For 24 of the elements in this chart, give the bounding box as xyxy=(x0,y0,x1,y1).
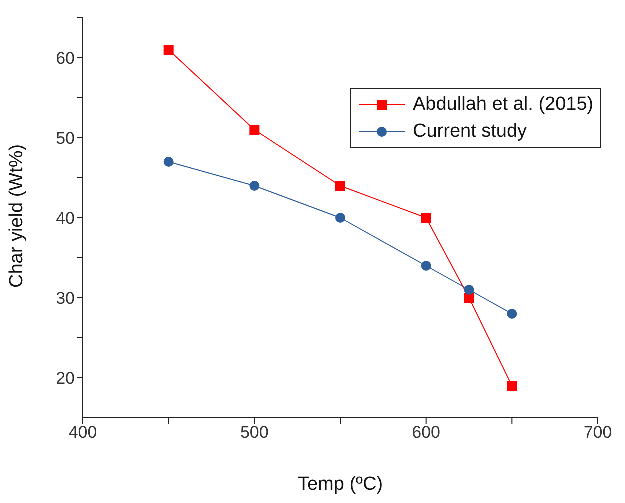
y-tick-label: 60 xyxy=(56,49,75,68)
x-axis-title: Temp (ºC) xyxy=(298,474,384,495)
point xyxy=(336,181,346,191)
point xyxy=(421,213,432,223)
point xyxy=(164,45,174,55)
legend-label: Current study xyxy=(413,120,528,144)
point xyxy=(164,157,174,167)
point xyxy=(250,125,260,135)
legend-label: Abdullah et al. (2015) xyxy=(413,93,594,117)
y-tick-label: 40 xyxy=(56,209,75,228)
y-tick-label: 50 xyxy=(56,129,75,148)
point xyxy=(464,285,474,295)
y-tick-label: 20 xyxy=(56,369,75,388)
y-tick-label: 30 xyxy=(56,289,75,308)
x-tick-label: 700 xyxy=(584,423,612,442)
x-tick-label: 500 xyxy=(240,423,269,442)
point xyxy=(336,213,346,223)
point xyxy=(507,381,518,391)
x-tick-label: 400 xyxy=(68,423,98,442)
point xyxy=(507,309,518,319)
y-axis-title: Char yield (Wt%) xyxy=(6,144,28,288)
x-tick-label: 600 xyxy=(412,423,441,442)
point xyxy=(250,181,260,191)
point xyxy=(421,261,432,271)
